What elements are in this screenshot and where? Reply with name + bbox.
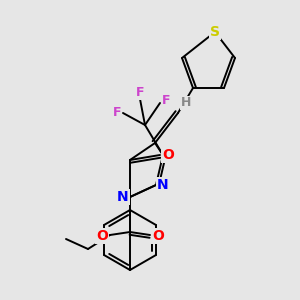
Text: O: O bbox=[152, 229, 164, 243]
Text: N: N bbox=[157, 178, 169, 192]
Text: F: F bbox=[113, 106, 121, 119]
Text: O: O bbox=[96, 229, 108, 243]
Text: N: N bbox=[117, 190, 129, 204]
Text: O: O bbox=[162, 148, 174, 162]
Text: H: H bbox=[181, 97, 191, 110]
Text: F: F bbox=[162, 94, 170, 107]
Text: S: S bbox=[210, 25, 220, 39]
Text: F: F bbox=[136, 86, 144, 100]
